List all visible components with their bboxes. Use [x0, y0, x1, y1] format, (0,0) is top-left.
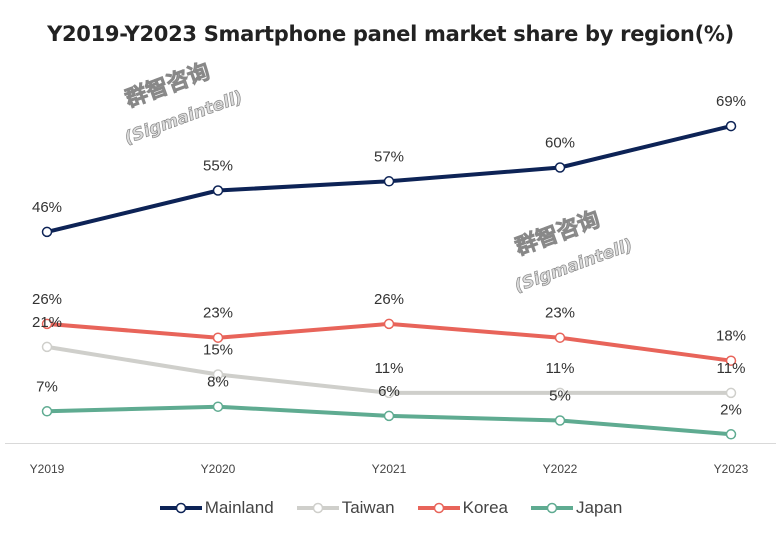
- legend-marker-icon: [296, 502, 339, 514]
- data-point-taiwan: [41, 341, 53, 353]
- watermark-logo: 群智咨询(Sigmaintell): [511, 206, 635, 297]
- x-tick-label: Y2022: [543, 462, 578, 476]
- x-tick-label: Y2020: [201, 462, 236, 476]
- data-label-mainland: 60%: [545, 135, 575, 152]
- data-point-korea: [41, 318, 53, 330]
- data-label-mainland: 55%: [203, 158, 233, 175]
- data-point-mainland: [41, 226, 53, 238]
- data-point-japan: [212, 401, 224, 412]
- data-point-japan: [725, 429, 737, 440]
- data-label-korea: 18%: [716, 328, 746, 345]
- data-label-korea: 26%: [374, 291, 404, 308]
- data-point-taiwan: [383, 387, 395, 399]
- legend-marker-icon: [159, 502, 202, 514]
- data-point-korea: [554, 332, 566, 343]
- chart-title: Y2019-Y2023 Smartphone panel market shar…: [47, 22, 734, 46]
- data-point-mainland: [725, 120, 737, 132]
- legend-label: Taiwan: [341, 498, 395, 517]
- data-label-taiwan: 11%: [717, 360, 746, 377]
- data-point-taiwan: [554, 387, 566, 399]
- data-point-japan: [383, 410, 395, 422]
- x-tick-label: Y2021: [372, 462, 407, 476]
- legend-item-mainland: Mainland: [159, 498, 274, 518]
- data-label-korea: 26%: [32, 291, 62, 308]
- data-point-mainland: [554, 162, 566, 173]
- data-point-korea: [212, 332, 224, 343]
- x-tick-label: Y2019: [30, 462, 65, 476]
- data-label-korea: 23%: [203, 305, 233, 322]
- data-point-taiwan: [212, 369, 224, 380]
- data-point-japan: [554, 415, 566, 426]
- legend-marker-icon: [530, 502, 573, 514]
- data-label-japan: 6%: [378, 383, 400, 400]
- data-label-japan: 2%: [720, 401, 742, 418]
- data-point-korea: [725, 355, 737, 366]
- legend-item-korea: Korea: [417, 498, 508, 518]
- legend: Mainland Taiwan Korea Japan: [0, 498, 781, 518]
- data-label-taiwan: 21%: [32, 314, 62, 331]
- legend-item-taiwan: Taiwan: [296, 498, 395, 518]
- data-label-japan: 7%: [36, 378, 58, 395]
- data-label-korea: 23%: [545, 305, 575, 322]
- series-line-korea: [46, 321, 732, 363]
- watermark-logo: 群智咨询(Sigmaintell): [121, 58, 245, 149]
- legend-item-japan: Japan: [530, 498, 622, 518]
- legend-label: Japan: [575, 498, 623, 517]
- data-label-mainland: 57%: [374, 148, 404, 165]
- data-label-mainland: 46%: [32, 199, 62, 216]
- data-label-japan: 5%: [549, 388, 571, 405]
- data-point-mainland: [383, 176, 395, 187]
- data-label-taiwan: 15%: [203, 342, 233, 359]
- data-label-mainland: 69%: [716, 93, 746, 110]
- data-label-taiwan: 11%: [375, 360, 404, 377]
- data-label-taiwan: 11%: [546, 360, 575, 377]
- legend-label: Mainland: [204, 498, 274, 517]
- x-tick-label: Y2023: [714, 462, 749, 476]
- data-point-taiwan: [725, 387, 737, 399]
- legend-label: Korea: [462, 498, 508, 517]
- data-label-japan: 8%: [207, 374, 229, 391]
- data-point-korea: [383, 318, 395, 330]
- data-point-japan: [41, 406, 53, 417]
- data-point-mainland: [212, 185, 224, 196]
- legend-marker-icon: [417, 502, 460, 514]
